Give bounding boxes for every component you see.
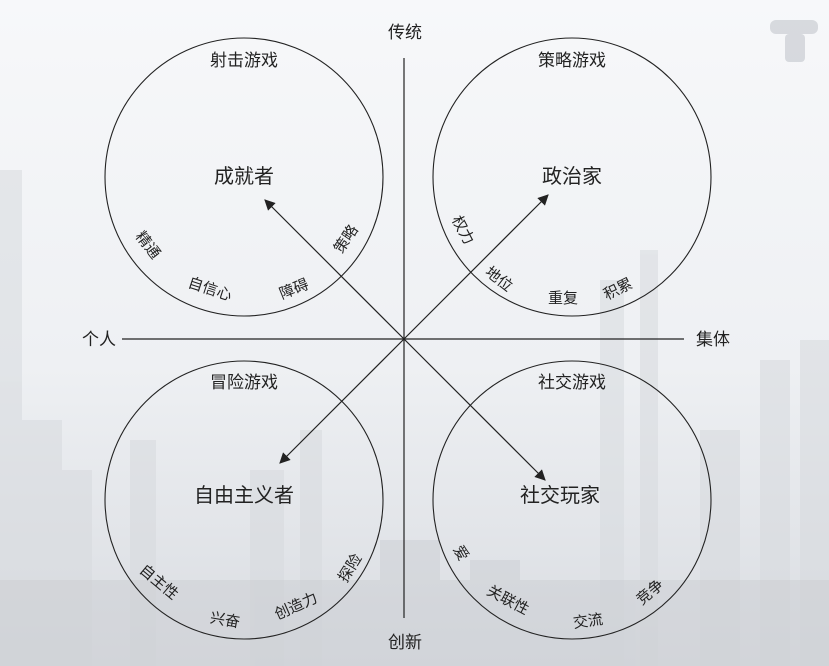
player-type-politician: 政治家	[542, 164, 602, 188]
circle-top-right	[432, 37, 712, 317]
motive-repetition: 重复	[548, 289, 578, 307]
quadrant-title-shooter: 射击游戏	[210, 51, 278, 71]
axis-label-top: 传统	[388, 23, 422, 43]
motive-competition: 竞争	[633, 575, 668, 608]
quadrant-title-social: 社交游戏	[538, 373, 606, 393]
circle-bottom-left	[104, 360, 384, 640]
motive-obstacle: 障碍	[277, 275, 312, 303]
circle-bottom-right	[432, 360, 712, 640]
player-type-social-player: 社交玩家	[520, 483, 600, 507]
arrow-to-social-player	[403, 338, 546, 481]
motive-confidence: 自信心	[186, 273, 234, 304]
quadrant-title-strategy: 策略游戏	[538, 51, 606, 71]
motive-mastery: 精通	[132, 228, 165, 263]
motive-status: 地位	[482, 263, 517, 296]
motive-exploration: 探险	[334, 551, 365, 586]
player-type-libertarian: 自由主义者	[194, 483, 294, 507]
quadrant-title-adventure: 冒险游戏	[210, 373, 278, 393]
motive-excitement: 兴奋	[209, 609, 242, 632]
arrow-to-achiever	[264, 199, 405, 340]
arrow-to-politician	[403, 194, 549, 340]
axis-label-bottom: 创新	[388, 633, 422, 653]
player-type-achiever: 成就者	[214, 164, 274, 188]
motive-accumulation: 积累	[601, 274, 636, 303]
arrow-to-libertarian	[279, 338, 405, 464]
motive-power: 权力	[448, 213, 478, 248]
axis-label-right: 集体	[696, 330, 730, 350]
motive-strategy: 策略	[330, 222, 362, 257]
motive-autonomy: 自主性	[136, 561, 182, 604]
circle-top-left	[104, 37, 384, 317]
motive-communication: 交流	[572, 610, 604, 632]
motive-creativity: 创造力	[272, 589, 320, 624]
axis-label-left: 个人	[82, 330, 116, 350]
motive-love: 爱	[449, 542, 472, 564]
